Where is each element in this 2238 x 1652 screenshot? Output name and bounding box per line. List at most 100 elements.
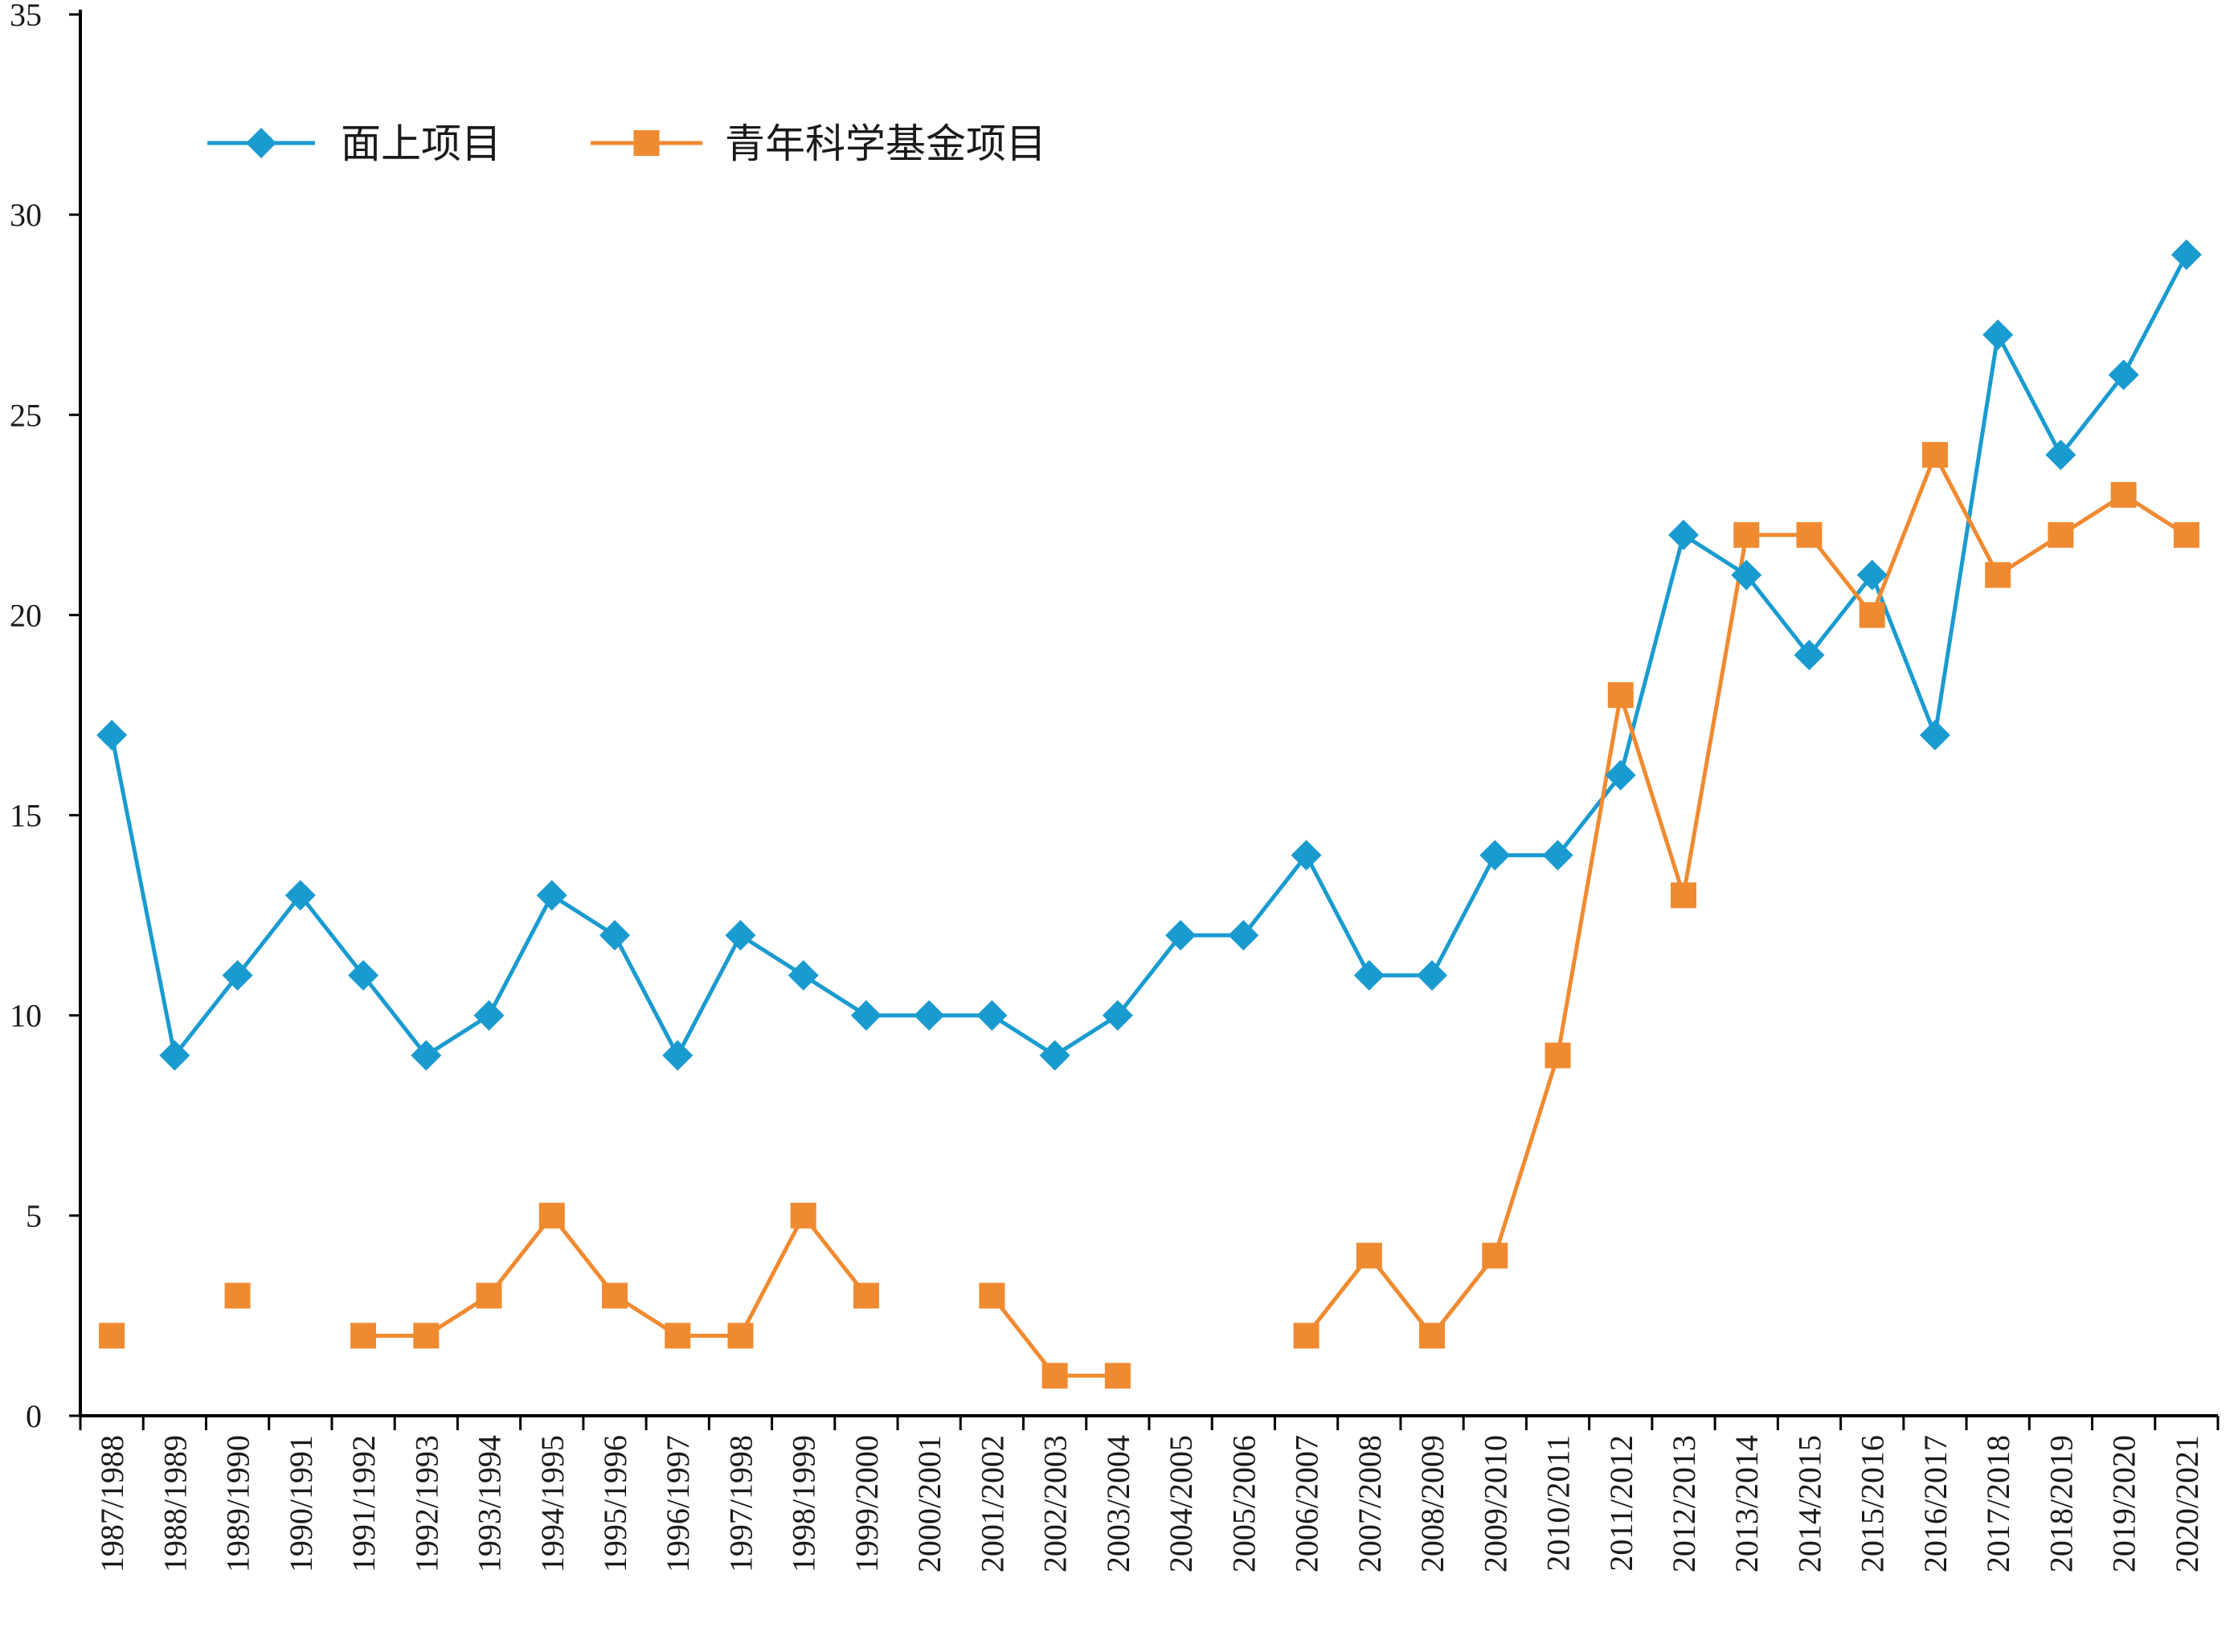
series-point xyxy=(1605,759,1636,791)
series-point xyxy=(1479,840,1511,871)
series-point xyxy=(1228,920,1259,951)
x-tick-label: 1995/1996 xyxy=(597,1435,633,1572)
series-point xyxy=(1353,959,1385,991)
series-point xyxy=(96,719,128,750)
x-tick-label: 2019/2020 xyxy=(2106,1435,2142,1572)
series-point xyxy=(1545,1042,1571,1069)
series-point xyxy=(1419,1323,1446,1349)
y-tick-label: 10 xyxy=(10,998,42,1034)
x-tick-label: 2001/2002 xyxy=(974,1435,1010,1572)
series-point xyxy=(2048,521,2074,548)
y-tick-label: 5 xyxy=(26,1198,42,1234)
series-point xyxy=(1039,1040,1070,1071)
series-point xyxy=(1921,442,1948,468)
x-tick-label: 1992/1993 xyxy=(408,1435,444,1572)
series-point xyxy=(2045,440,2076,471)
series-point xyxy=(1733,521,1760,548)
series-point xyxy=(2110,481,2137,508)
x-tick-label: 1987/1988 xyxy=(94,1435,130,1572)
x-tick-label: 1994/1995 xyxy=(534,1435,571,1572)
x-tick-label: 2007/2008 xyxy=(1352,1435,1388,1572)
x-tick-label: 1998/1999 xyxy=(786,1435,822,1572)
x-tick-label: 2000/2001 xyxy=(911,1435,947,1572)
legend-label: 青年科学基金项目 xyxy=(725,121,1046,167)
y-tick-label: 30 xyxy=(10,197,42,233)
x-tick-label: 2009/2010 xyxy=(1477,1435,1513,1572)
series-point xyxy=(350,1323,377,1349)
series-point xyxy=(1794,640,1825,671)
series-point xyxy=(2173,521,2199,548)
series-point xyxy=(348,959,379,991)
series-point xyxy=(2108,359,2139,391)
series-point xyxy=(476,1282,502,1309)
series-point xyxy=(538,1202,565,1229)
x-tick-label: 2013/2014 xyxy=(1729,1435,1765,1572)
x-tick-label: 1999/2000 xyxy=(849,1435,885,1572)
series-point xyxy=(1482,1242,1508,1269)
x-tick-label: 2003/2004 xyxy=(1100,1435,1136,1572)
y-tick-label: 15 xyxy=(10,798,42,834)
x-tick-label: 2016/2017 xyxy=(1917,1435,1954,1572)
series-point xyxy=(1859,602,1885,628)
series-point xyxy=(1668,519,1699,550)
legend-marker xyxy=(246,128,276,158)
series-point xyxy=(1293,1323,1319,1349)
series-point xyxy=(536,880,567,911)
series-point xyxy=(914,1000,945,1031)
x-tick-label: 2008/2009 xyxy=(1414,1435,1450,1572)
x-tick-label: 2011/2012 xyxy=(1603,1435,1639,1572)
series-point xyxy=(1671,882,1696,909)
x-tick-label: 2005/2006 xyxy=(1225,1435,1262,1572)
series-point xyxy=(788,959,819,991)
y-tick-label: 25 xyxy=(10,397,42,433)
x-tick-label: 2018/2019 xyxy=(2043,1435,2079,1572)
series-point xyxy=(853,1282,879,1309)
series-point xyxy=(790,1202,816,1229)
x-tick-label: 1990/1991 xyxy=(283,1435,319,1572)
series-point xyxy=(1041,1363,1068,1389)
y-tick-label: 0 xyxy=(26,1398,42,1434)
series-point xyxy=(725,920,756,951)
series-point xyxy=(473,1000,505,1031)
x-tick-label: 2004/2005 xyxy=(1163,1435,1199,1572)
x-tick-label: 2012/2013 xyxy=(1666,1435,1702,1572)
series-point xyxy=(979,1282,1005,1309)
series-point xyxy=(1607,682,1634,709)
x-tick-label: 2017/2018 xyxy=(1980,1435,2016,1572)
series-point xyxy=(1542,840,1573,871)
legend: 面上项目 青年科学基金项目 xyxy=(207,121,1046,167)
x-tick-label: 2015/2016 xyxy=(1855,1435,1891,1572)
x-tick-label: 1991/1992 xyxy=(346,1435,382,1572)
x-tick-label: 2010/2011 xyxy=(1540,1435,1577,1572)
series-point xyxy=(1102,1000,1133,1031)
x-tick-label: 1996/1997 xyxy=(660,1435,696,1572)
series-point xyxy=(411,1040,442,1071)
series-point xyxy=(665,1323,691,1349)
series-point xyxy=(662,1040,693,1071)
series-point xyxy=(1104,1363,1131,1389)
series-point xyxy=(159,1040,190,1071)
series-point xyxy=(1356,1242,1382,1269)
series-point xyxy=(1796,521,1823,548)
series-point xyxy=(1856,559,1888,591)
series-point xyxy=(1919,719,1950,750)
series-point xyxy=(1982,319,2014,350)
series-point xyxy=(1731,559,1762,591)
series-point xyxy=(1291,840,1322,871)
series-point xyxy=(99,1323,125,1349)
plot-area: 0 5 10 15 20 25 30 35 1987/1988 1988/1989 1989/199… xyxy=(10,0,2220,1572)
x-tick-label: 2014/2015 xyxy=(1791,1435,1827,1572)
legend-label: 面上项目 xyxy=(341,121,501,167)
series-point xyxy=(222,959,253,991)
x-tick-label: 2002/2003 xyxy=(1037,1435,1074,1572)
series-point xyxy=(1417,959,1448,991)
series-point xyxy=(284,880,316,911)
series-point xyxy=(727,1323,754,1349)
series-point xyxy=(224,1282,251,1309)
legend-marker xyxy=(633,130,660,156)
series-point xyxy=(976,1000,1008,1031)
series-point xyxy=(413,1323,440,1349)
x-tick-label: 1993/1994 xyxy=(472,1435,508,1572)
x-tick-label: 1997/1998 xyxy=(722,1435,759,1572)
y-tick-label: 35 xyxy=(10,0,42,33)
